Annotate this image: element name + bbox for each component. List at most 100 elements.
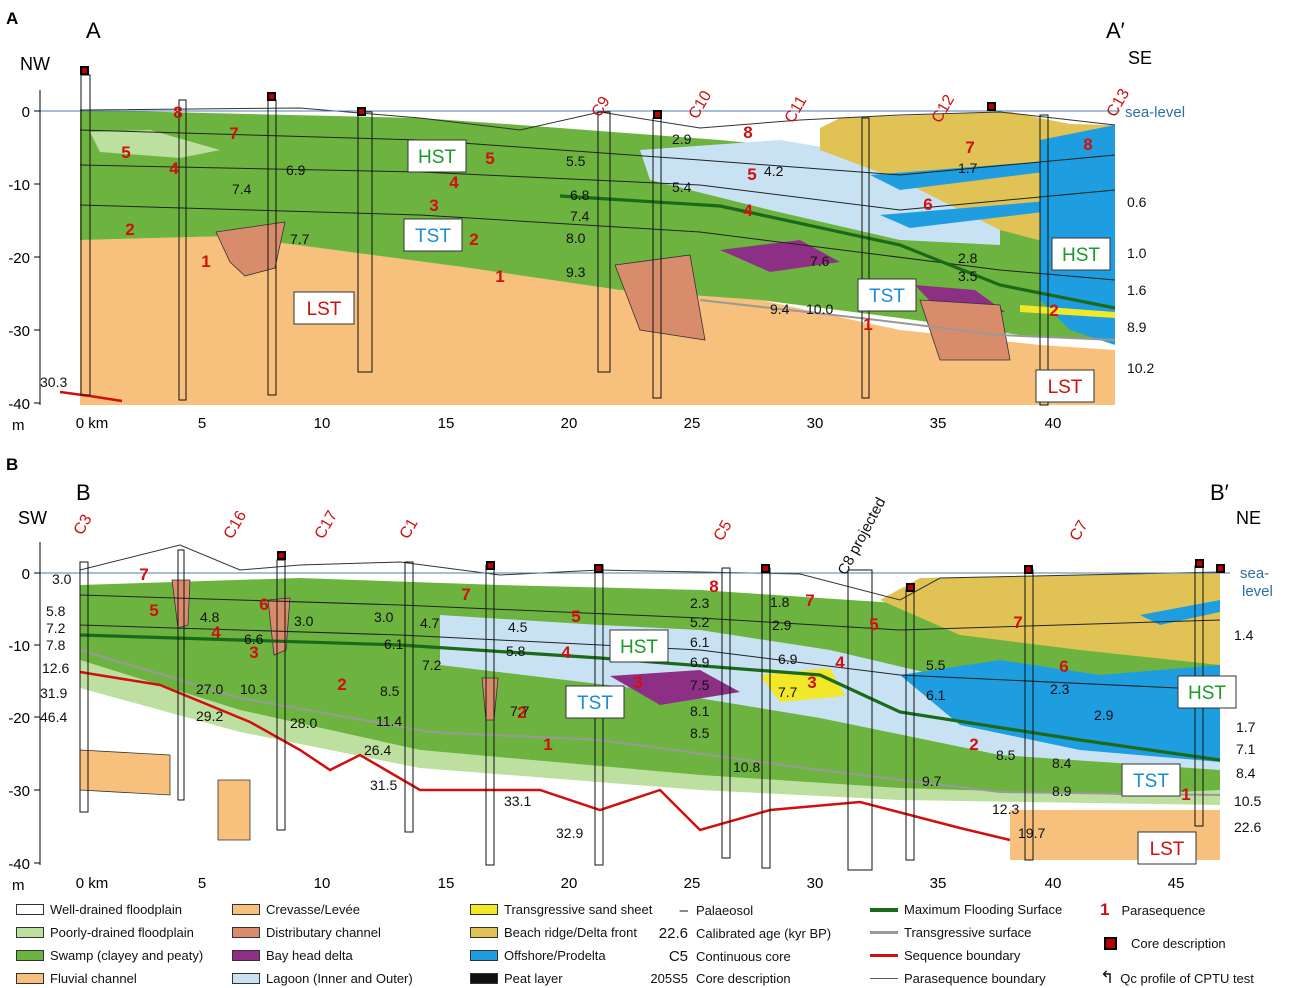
km-tick: 25 [684,875,701,892]
parasequence-number: 8 [743,123,752,142]
tract-label-tst: TST [1133,771,1169,792]
core-label: C1 [397,516,422,542]
core-label: C5 [711,518,736,544]
legend-swatch [16,950,44,961]
legend-item: Parasequence boundary [870,971,1046,986]
section-end-label: B′ [1210,480,1229,505]
age-label: 28.0 [290,715,317,731]
age-label: 7.4 [232,181,252,197]
sequence-boundary-a [59,390,123,403]
legend-item: Fluvial channel [16,971,137,986]
legend-item: 205S5 Core description [648,971,790,986]
legend-swatch [232,973,260,984]
age-label: 5.5 [926,657,946,673]
age-label: 6.8 [570,187,590,203]
legend-line [870,907,898,912]
age-label: 5.4 [672,179,692,195]
legend-swatch [16,904,44,915]
km-tick: 5 [198,415,206,432]
age-label: 5.2 [690,614,710,630]
core-label: C16 [221,508,250,542]
section-end-label: A′ [1106,18,1125,43]
parasequence-boundary-a2 [79,164,1116,211]
left-direction: SW [18,508,47,528]
parasequence-number: 4 [211,623,221,642]
parasequence-number: 6 [259,595,268,614]
parasequence-numbers-b: 7 5 4 6 3 2 7 5 4 3 2 1 8 7 5 4 3 7 6 2 … [139,565,1190,804]
legend-label: Palaeosol [696,903,754,918]
legend-label: Core description [1131,936,1226,951]
age-label: 2.3 [1050,681,1070,697]
legend-label: Swamp (clayey and peaty) [50,948,204,963]
transgressive-sand-a [1020,305,1115,318]
parasequence-number: 2 [469,230,478,249]
age-label: 2.9 [672,131,692,147]
km-tick: 40 [1045,875,1062,892]
age-label: 6.6 [244,631,264,647]
legend-label: Parasequence boundary [904,971,1046,986]
parasequence-number: 3 [807,673,816,692]
offshore-finger-1 [870,160,1060,190]
age-label: 19.7 [1018,825,1045,841]
parasequence-boundary-b2 [79,624,1221,691]
age-label: 32.9 [556,825,583,841]
legend-label: Calibrated age (kyr BP) [696,926,832,941]
age-label: 1.4 [1234,627,1254,643]
core-label: C10 [686,88,715,122]
parasequence-boundary-a3 [79,204,1116,281]
age-label: 30.3 [40,374,67,390]
parasequence-number: 8 [709,577,718,596]
parasequence-boundary-a1 [79,129,1116,176]
cross-section-b: B B B′ SW NE sea- level 0 -10 [6,455,1273,894]
age-label: 8.5 [380,683,400,699]
km-tick: 40 [1045,415,1062,432]
age-label: 8.0 [566,230,586,246]
km-tick: 15 [438,415,455,432]
core-label: C11 [782,93,811,126]
parasequence-number: 5 [571,607,580,626]
age-label: 3.0 [52,571,72,587]
parasequence-number: 5 [485,149,494,168]
parasequence-number: 7 [965,138,974,157]
core-description-icon [1104,937,1117,950]
age-label: 5.5 [566,153,586,169]
projected-core-label: C8 projected [835,495,890,578]
sequence-boundary-b [79,670,1011,842]
legend-line [870,978,898,979]
tract-label-lst: LST [1048,377,1083,398]
parasequence-number: 2 [125,220,134,239]
age-label: 6.1 [690,634,710,650]
distributary-channel-a2 [614,254,706,341]
parasequence-number: 3 [249,643,258,662]
depth-tick: -20 [8,250,30,267]
age-label: 6.9 [778,651,798,667]
legend-item: 22.6 Calibrated age (kyr BP) [648,925,831,942]
legend-item: Lagoon (Inner and Outer) [232,971,413,986]
age-label: 4.7 [420,615,440,631]
age-label: 6.1 [926,687,946,703]
beach-ridge-b [880,572,1220,665]
legend-symbol: 22.6 [658,925,688,942]
legend-label: Crevasse/Levée [266,902,360,917]
age-label: 1.6 [1127,282,1147,298]
parasequence-number: 7 [805,591,814,610]
legend-swatch [232,904,260,915]
age-label: 29.2 [196,708,223,724]
parasequence-number: 1 [1181,785,1190,804]
tract-label-tst: TST [415,226,451,247]
km-tick: 5 [198,875,206,892]
legend-label: Offshore/Prodelta [504,948,606,963]
km-tick: 45 [1168,875,1185,892]
right-direction: NE [1236,508,1261,528]
age-label: 12.3 [992,801,1019,817]
parasequence-number: 8 [1083,135,1092,154]
depth-tick: 0 [22,566,30,583]
core-description-markers-b [277,551,1225,592]
tract-label-tst: TST [577,693,613,714]
legend-label: Sequence boundary [904,948,1021,963]
bay-head-delta-a1 [720,240,840,272]
legend-label: Transgressive surface [904,925,1032,940]
age-label: 26.4 [364,742,391,758]
bay-head-delta-b [610,670,740,705]
legend-item: Distributary channel [232,925,381,940]
